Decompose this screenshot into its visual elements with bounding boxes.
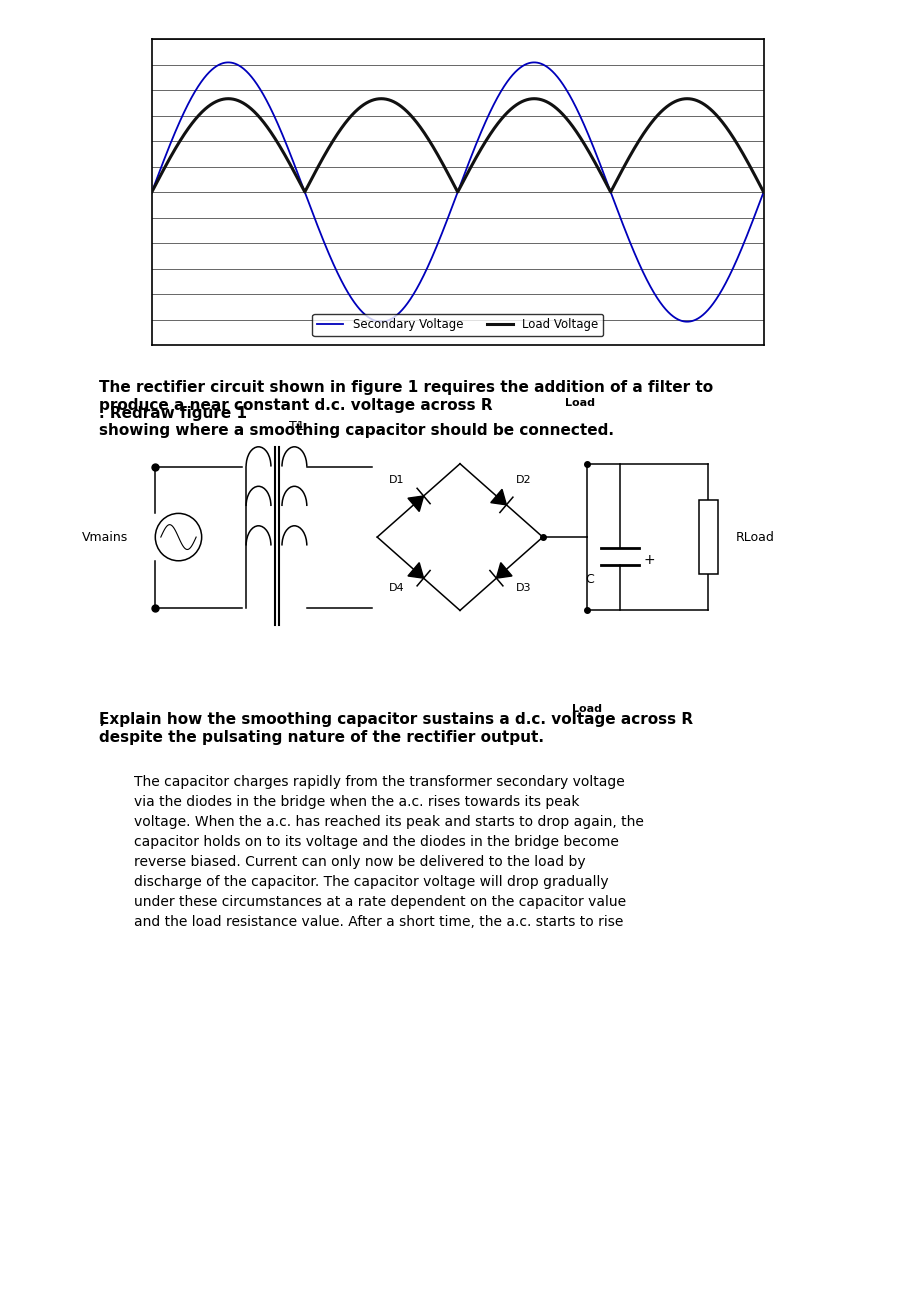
Text: ,
despite the pulsating nature of the rectifier output.: , despite the pulsating nature of the re… <box>99 712 544 745</box>
Text: D1: D1 <box>389 475 403 486</box>
Polygon shape <box>496 562 512 578</box>
Text: D4: D4 <box>389 583 403 592</box>
Polygon shape <box>407 496 423 512</box>
Text: . Redraw figure 1
showing where a smoothing capacitor should be connected.: . Redraw figure 1 showing where a smooth… <box>99 406 614 437</box>
Text: D3: D3 <box>516 583 530 592</box>
Text: C: C <box>584 573 594 586</box>
Text: Explain how the smoothing capacitor sustains a d.c. voltage across R: Explain how the smoothing capacitor sust… <box>99 712 693 728</box>
Text: Vmains: Vmains <box>82 531 128 543</box>
Text: +: + <box>642 552 654 566</box>
Bar <box>698 500 717 574</box>
Text: RLoad: RLoad <box>735 531 774 543</box>
Text: Load: Load <box>564 397 595 408</box>
Polygon shape <box>490 490 505 505</box>
Polygon shape <box>407 562 423 578</box>
Text: The rectifier circuit shown in figure 1 requires the addition of a filter to
pro: The rectifier circuit shown in figure 1 … <box>99 380 713 413</box>
Legend: Secondary Voltage, Load Voltage: Secondary Voltage, Load Voltage <box>312 314 602 336</box>
Text: T1: T1 <box>289 419 304 432</box>
Text: The capacitor charges rapidly from the transformer secondary voltage
        via: The capacitor charges rapidly from the t… <box>99 775 643 930</box>
Text: Load: Load <box>572 704 602 715</box>
Text: D2: D2 <box>516 475 530 486</box>
